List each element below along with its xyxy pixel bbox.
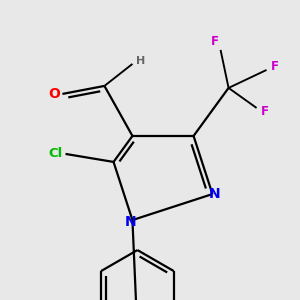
Text: O: O xyxy=(49,87,60,101)
Text: Cl: Cl xyxy=(48,147,63,161)
Text: H: H xyxy=(136,56,145,66)
Text: F: F xyxy=(211,35,219,48)
Text: F: F xyxy=(271,60,279,74)
Text: N: N xyxy=(208,187,220,201)
Text: N: N xyxy=(124,215,136,229)
Text: F: F xyxy=(261,105,268,119)
